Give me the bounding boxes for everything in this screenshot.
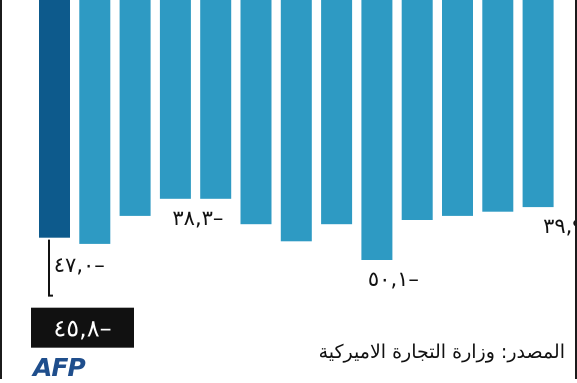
bar-label-9: ٥٠,١– <box>368 267 419 291</box>
bar-9 <box>361 0 393 260</box>
bar-12 <box>482 0 514 212</box>
bar-5 <box>200 0 232 199</box>
bar-label-13: ٣٩,٩– <box>543 214 577 238</box>
frame-right-border <box>575 0 577 379</box>
bar-10 <box>401 0 433 220</box>
bar-8 <box>321 0 353 225</box>
bar-label-1: ٤٥,٨– <box>53 315 111 343</box>
bar-6 <box>240 0 272 225</box>
bar-13 <box>522 0 554 208</box>
callout-line <box>48 239 53 297</box>
bar-1 <box>39 0 70 238</box>
bar-11 <box>442 0 473 216</box>
afp-logo: AFP <box>33 353 86 382</box>
bar-2 <box>79 0 111 244</box>
source-note: المصدر: وزارة التجارة الاميركية <box>318 341 565 363</box>
frame-left-border <box>0 0 2 379</box>
bar-label-4: ٣٨,٣– <box>172 206 223 230</box>
bar-label-2: ٤٧,٠– <box>54 253 105 277</box>
bar-7 <box>280 0 312 242</box>
callout-box <box>31 307 134 348</box>
bar-3 <box>119 0 151 216</box>
bar-4 <box>159 0 191 199</box>
